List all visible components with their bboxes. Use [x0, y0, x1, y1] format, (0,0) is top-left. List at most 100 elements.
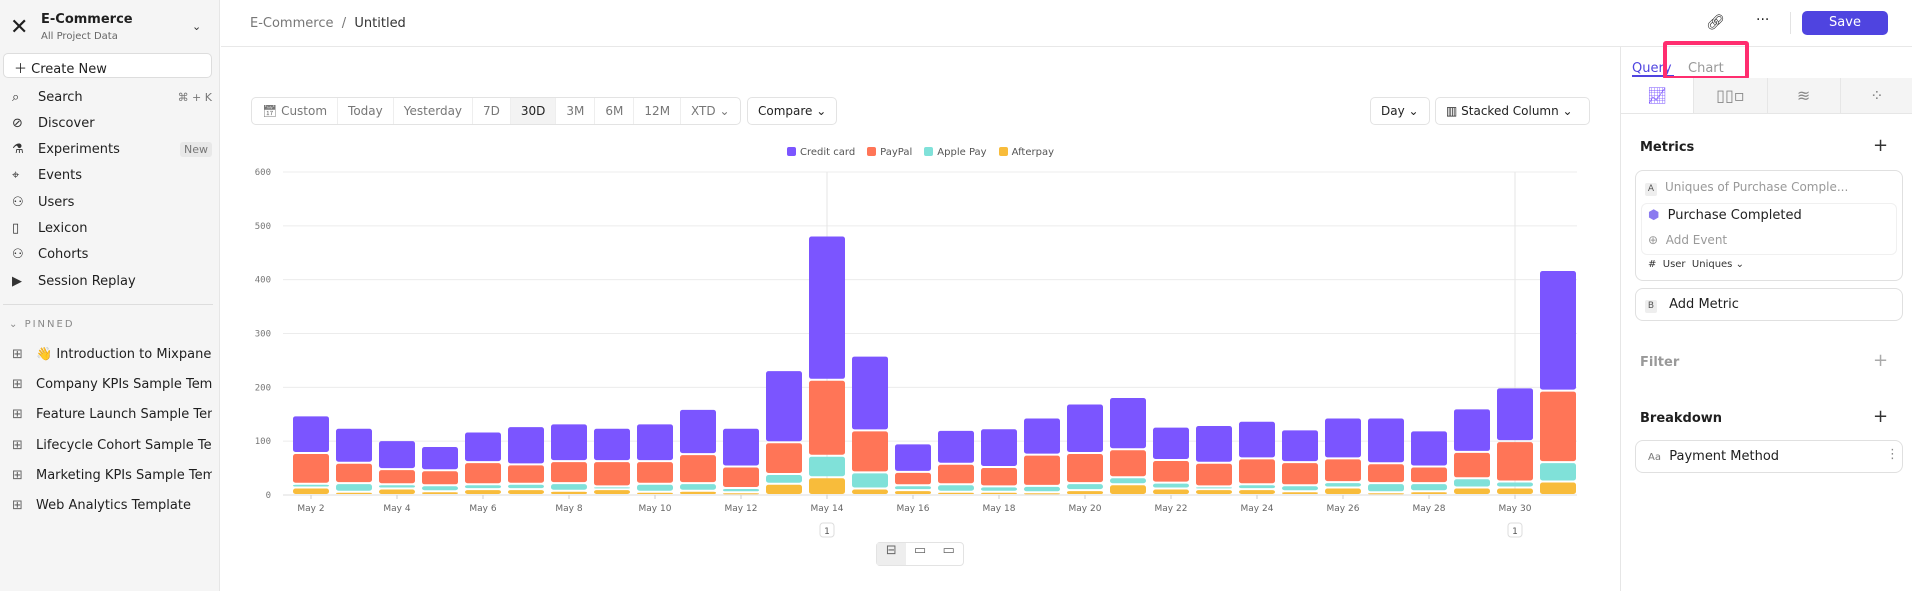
bar-segment-paypal[interactable]	[379, 470, 415, 484]
bar-segment-afterpay[interactable]	[293, 488, 329, 494]
measurement-selector[interactable]: # User Uniques ⌄	[1648, 259, 1744, 270]
bar-segment-paypal[interactable]	[981, 468, 1017, 486]
bar-segment-apple-pay[interactable]	[1325, 483, 1361, 487]
bar-segment-credit-card[interactable]	[1196, 426, 1232, 462]
add-breakdown-plus-icon[interactable]: +	[1873, 406, 1889, 427]
add-event-button[interactable]: ⊕ Add Event	[1648, 233, 1727, 247]
bar-segment-apple-pay[interactable]	[1411, 484, 1447, 491]
bar-segment-credit-card[interactable]	[852, 356, 888, 430]
metric-a-name[interactable]: A Uniques of Purchase Comple...	[1645, 180, 1848, 196]
bar-segment-afterpay[interactable]	[379, 489, 415, 494]
pinned-board[interactable]: ⊞ Company KPIs Sample Template	[12, 377, 212, 392]
save-button[interactable]: Save	[1802, 11, 1888, 35]
bar-segment-apple-pay[interactable]	[465, 485, 501, 489]
bar-segment-paypal[interactable]	[1282, 463, 1318, 485]
bar-segment-apple-pay[interactable]	[1454, 479, 1490, 487]
bar-segment-paypal[interactable]	[594, 462, 630, 486]
bar-segment-paypal[interactable]	[1024, 455, 1060, 485]
insights-icon[interactable]: 📈︎	[1621, 78, 1694, 113]
bar-segment-afterpay[interactable]	[723, 493, 759, 495]
range-12m[interactable]: 12M	[634, 98, 682, 124]
bar-segment-afterpay[interactable]	[938, 492, 974, 494]
bar-segment-afterpay[interactable]	[1067, 491, 1103, 494]
chart-only-layout-icon[interactable]: ▭	[913, 543, 927, 558]
sidebar-item-experiments[interactable]: ⚗ Experiments New	[12, 139, 212, 161]
bar-segment-paypal[interactable]	[1067, 454, 1103, 483]
bar-segment-afterpay[interactable]	[1497, 488, 1533, 494]
bar-segment-paypal[interactable]	[293, 454, 329, 483]
bar-segment-apple-pay[interactable]	[1239, 485, 1275, 489]
bar-segment-apple-pay[interactable]	[1067, 484, 1103, 490]
bar-segment-afterpay[interactable]	[852, 489, 888, 494]
more-options-icon[interactable]: ···	[1756, 12, 1770, 28]
bar-segment-credit-card[interactable]	[293, 416, 329, 453]
bar-segment-credit-card[interactable]	[551, 424, 587, 461]
bar-segment-apple-pay[interactable]	[680, 484, 716, 490]
bar-segment-afterpay[interactable]	[981, 492, 1017, 494]
bar-segment-afterpay[interactable]	[1153, 489, 1189, 494]
bar-segment-paypal[interactable]	[1239, 459, 1275, 484]
bar-segment-paypal[interactable]	[1325, 459, 1361, 482]
range-yesterday[interactable]: Yesterday	[394, 98, 474, 124]
bar-segment-credit-card[interactable]	[379, 441, 415, 469]
bar-segment-afterpay[interactable]	[766, 484, 802, 494]
sidebar-item-users[interactable]: ⚇ Users	[12, 191, 212, 213]
bar-segment-apple-pay[interactable]	[895, 486, 931, 490]
bar-segment-paypal[interactable]	[766, 443, 802, 474]
bar-segment-apple-pay[interactable]	[1110, 478, 1146, 484]
bar-segment-credit-card[interactable]	[895, 444, 931, 471]
retention-icon[interactable]: ⁘	[1839, 78, 1912, 113]
bar-segment-paypal[interactable]	[508, 465, 544, 483]
sidebar-item-events[interactable]: ⌖ Events	[12, 165, 212, 187]
range-custom[interactable]: 📅︎ Custom	[252, 98, 339, 124]
bar-segment-credit-card[interactable]	[1368, 418, 1404, 463]
bar-segment-paypal[interactable]	[1497, 442, 1533, 481]
bar-segment-afterpay[interactable]	[1540, 482, 1576, 494]
bar-segment-credit-card[interactable]	[1153, 427, 1189, 460]
bar-segment-paypal[interactable]	[895, 472, 931, 485]
bar-segment-credit-card[interactable]	[1325, 418, 1361, 458]
legend-item[interactable]: Apple Pay	[924, 147, 987, 158]
interval-dropdown[interactable]: Day ⌄	[1370, 97, 1430, 125]
bar-segment-paypal[interactable]	[1411, 467, 1447, 483]
bar-segment-apple-pay[interactable]	[1153, 483, 1189, 488]
range-6m[interactable]: 6M	[595, 98, 635, 124]
bar-segment-credit-card[interactable]	[1282, 430, 1318, 462]
range-7d[interactable]: 7D	[473, 98, 511, 124]
chart-type-dropdown[interactable]: ▥ Stacked Column ⌄	[1435, 97, 1590, 125]
range-3m[interactable]: 3M	[556, 98, 596, 124]
bar-segment-paypal[interactable]	[422, 471, 458, 485]
range-xtd[interactable]: XTD ⌄	[681, 98, 739, 124]
bar-segment-afterpay[interactable]	[1325, 488, 1361, 494]
bar-segment-credit-card[interactable]	[680, 409, 716, 454]
breadcrumb-root[interactable]: E-Commerce	[250, 16, 334, 31]
bar-segment-paypal[interactable]	[1110, 450, 1146, 477]
bar-segment-credit-card[interactable]	[1024, 418, 1060, 454]
bar-segment-apple-pay[interactable]	[551, 484, 587, 490]
pinned-board[interactable]: ⊞ Lifecycle Cohort Sample Temp	[12, 438, 212, 453]
bar-segment-credit-card[interactable]	[938, 430, 974, 463]
bar-segment-apple-pay[interactable]	[852, 473, 888, 488]
bar-segment-credit-card[interactable]	[1411, 431, 1447, 466]
legend-item[interactable]: Credit card	[787, 147, 855, 158]
add-metric-plus-icon[interactable]: +	[1873, 135, 1889, 156]
bar-segment-paypal[interactable]	[551, 462, 587, 483]
bar-segment-apple-pay[interactable]	[1196, 487, 1232, 489]
bar-segment-paypal[interactable]	[723, 467, 759, 488]
bar-segment-afterpay[interactable]	[895, 491, 931, 494]
bar-segment-apple-pay[interactable]	[1540, 463, 1576, 481]
bar-segment-paypal[interactable]	[1454, 452, 1490, 478]
bar-segment-apple-pay[interactable]	[594, 487, 630, 489]
bar-segment-afterpay[interactable]	[1024, 493, 1060, 495]
bar-segment-apple-pay[interactable]	[723, 489, 759, 492]
range-30d[interactable]: 30D	[510, 98, 557, 124]
bar-segment-afterpay[interactable]	[1411, 492, 1447, 494]
tab-chart[interactable]: Chart	[1688, 61, 1724, 76]
bar-segment-credit-card[interactable]	[465, 432, 501, 462]
report-title[interactable]: Untitled	[354, 16, 406, 31]
breakdown-item[interactable]: Aa Payment Method ⋮	[1635, 440, 1903, 473]
pinned-board[interactable]: ⊞ Web Analytics Template	[12, 498, 212, 513]
bar-segment-afterpay[interactable]	[465, 490, 501, 494]
bar-segment-apple-pay[interactable]	[637, 484, 673, 491]
sidebar-item-cohorts[interactable]: ⚇ Cohorts	[12, 244, 212, 266]
